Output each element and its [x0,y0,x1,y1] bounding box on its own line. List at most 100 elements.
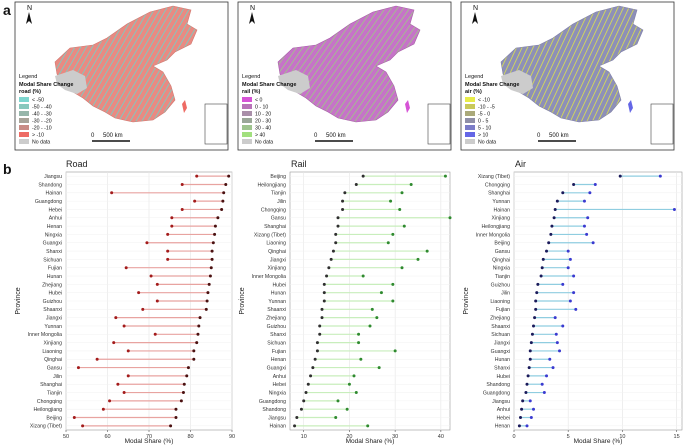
end-point [568,257,572,261]
end-point [354,391,358,395]
start-point [122,391,126,395]
province-label: Hainan [494,207,511,213]
province-label: Xinjiang [268,266,287,272]
province-label: Xizang (Tibet) [30,424,62,430]
start-point [521,399,525,403]
province-label: Liaoning [266,241,286,247]
province-label: Jilin [277,199,286,205]
panel-label-a: a [3,2,11,18]
taiwan-air [628,100,633,113]
china-region-road [54,5,198,123]
end-point [553,316,557,320]
start-point [315,341,319,345]
end-point [391,282,395,286]
province-label: Beijing [46,415,62,421]
end-point [222,191,226,195]
legend-label: > 40 [255,133,265,139]
nodata-region-rail [278,70,310,94]
province-label: Inner Mongolia [252,274,286,280]
end-point [393,349,397,353]
province-label: Qinghai [44,357,62,363]
end-point [582,199,586,203]
end-point [204,307,208,311]
end-point [334,416,338,420]
start-point [318,332,322,336]
end-point [551,366,555,370]
start-point [549,232,553,236]
legend-title: Modal Share Change [465,82,519,88]
end-point [357,332,361,336]
legend-title: Modal Share Change [242,82,296,88]
start-point [524,391,528,395]
legend-swatch [242,111,252,116]
province-label: Jiangsu [492,399,510,405]
start-point [552,216,556,220]
start-point [325,274,329,278]
legend-swatch [242,132,252,137]
start-point [322,299,326,303]
end-point [208,274,212,278]
legend-label: -10 - -5 [478,105,495,111]
province-label: Henan [47,224,62,230]
start-point [517,424,521,428]
inset-box-air [650,103,674,145]
province-label: Hunan [271,291,286,297]
province-label: Tianjin [47,390,62,396]
start-point [155,282,159,286]
end-point [532,407,536,411]
legend-title: Modal Share Change [19,82,73,88]
end-point [425,249,429,253]
end-point [375,316,379,320]
x-tick-label: 80 [187,434,193,440]
end-point [174,416,178,420]
end-point [545,374,549,378]
legend-swatch [19,139,29,144]
province-label: Chongqing [37,399,62,405]
legend-label: -30 - -20 [32,119,52,125]
start-point [122,324,126,328]
x-tick-label: 10 [619,434,625,440]
end-point [210,257,214,261]
start-point [334,241,338,245]
legend-swatch [19,97,29,102]
start-point [145,241,149,245]
province-label: Guangxi [491,349,510,355]
province-label: Xizang (Tibet) [478,174,510,180]
end-point [370,307,374,311]
start-point [572,182,576,186]
province-label: Xizang (Tibet) [254,232,286,238]
start-point [116,382,120,386]
start-point [336,224,340,228]
start-point [149,274,153,278]
end-point [336,399,340,403]
province-label: Heilongjiang [481,224,510,230]
province-label: Sichuan [491,332,510,338]
end-point [391,299,395,303]
end-point [347,382,351,386]
province-label: Shanxi [46,249,62,255]
start-point [322,291,326,295]
start-point [101,407,105,411]
start-point [343,191,347,195]
legend-heading: Legend [465,74,483,80]
svg-text:500 km: 500 km [549,133,569,139]
chart-rail: Rail 10 20 30 40 Beijing Heilongjiang Tianjin Ji… [239,159,452,445]
province-label: Zhejiang [42,282,62,288]
legend-swatch [19,104,29,109]
end-point [192,357,196,361]
province-label: Anhui [273,374,286,380]
end-point [174,407,178,411]
province-label: Hunan [47,274,62,280]
end-point [409,182,413,186]
province-label: Hebei [272,382,286,388]
end-point [566,249,570,253]
taiwan-rail [405,100,410,113]
end-point [548,357,552,361]
start-point [336,216,340,220]
north-arrow-air: N [472,5,478,24]
scale-bar-air: 0 500 km [537,133,576,142]
start-point [550,224,554,228]
legend-label: 30 - 40 [255,126,271,132]
